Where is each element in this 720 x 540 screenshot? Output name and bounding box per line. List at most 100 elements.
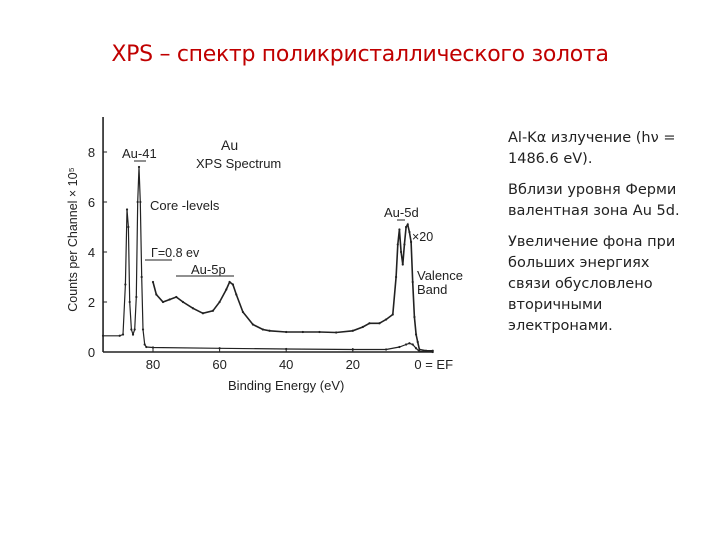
data-point: [398, 345, 401, 349]
data-point: [127, 225, 130, 229]
chart-title-line2: XPS Spectrum: [196, 156, 281, 171]
data-point: [361, 325, 364, 329]
label-au4f: Au-41: [122, 146, 157, 161]
data-point: [385, 348, 388, 351]
data-point: [414, 333, 418, 336]
data-point: [201, 312, 205, 315]
note-background: Увеличение фона при больших энергиях свя…: [508, 234, 676, 334]
slide-title: XPS – спектр поликристаллического золота: [111, 42, 609, 67]
data-point: [285, 347, 288, 351]
x-tick-label: 20: [346, 357, 360, 372]
data-point: [399, 250, 403, 254]
data-point: [145, 345, 148, 349]
data-point: [404, 225, 408, 229]
data-point: [378, 322, 381, 325]
data-point: [130, 328, 133, 331]
data-point: [408, 230, 411, 234]
data-point: [101, 334, 105, 337]
x-tick-label: 80: [146, 357, 160, 372]
data-point: [128, 300, 131, 304]
data-point: [218, 300, 221, 304]
data-point: [141, 328, 145, 331]
data-point: [394, 275, 398, 279]
data-point: [411, 343, 414, 346]
data-point: [135, 295, 138, 299]
data-point: [418, 350, 421, 353]
label-x20: ×20: [412, 230, 433, 244]
label-au5p: Au-5p: [191, 262, 226, 277]
data-point: [261, 328, 264, 331]
axes: 80 60 40 20 0 = EF 0 2 4 6 8 Binding Energy (eV) Co…: [66, 117, 453, 393]
label-band: Band: [417, 282, 447, 297]
data-point: [175, 295, 178, 299]
data-point: [228, 280, 231, 284]
series-x20-curve: [152, 222, 433, 352]
data-point: [416, 340, 419, 344]
data-point: [139, 200, 142, 204]
data-point: [335, 331, 338, 334]
data-point: [418, 348, 421, 351]
data-point: [411, 280, 414, 284]
label-valence: Valence: [417, 268, 463, 283]
data-point: [285, 330, 288, 334]
data-point: [424, 349, 428, 352]
data-point: [124, 283, 127, 286]
data-point: [140, 275, 143, 279]
data-point: [131, 333, 135, 336]
data-point: [406, 223, 409, 226]
note-excitation: Al-Kα излучение (hν = 1486.6 eV).: [508, 130, 676, 167]
data-point: [398, 228, 401, 231]
x-tick-label: 0 = EF: [414, 357, 453, 372]
data-point: [191, 307, 195, 310]
data-point: [318, 330, 321, 334]
data-point: [368, 322, 371, 325]
annotations: Au XPS Spectrum Au-41 Core -levels Γ=0.8 ev A…: [122, 137, 463, 297]
data-point: [431, 349, 434, 352]
data-point: [118, 334, 121, 337]
data-point: [168, 298, 171, 301]
data-point: [301, 330, 304, 334]
data-point: [151, 280, 155, 284]
data-point: [143, 343, 146, 346]
data-point: [414, 347, 418, 350]
data-point: [396, 243, 399, 246]
data-point: [211, 309, 215, 312]
y-tick-label: 6: [88, 195, 95, 210]
data-point: [235, 293, 238, 296]
data-point: [241, 310, 245, 314]
data-point: [155, 293, 158, 296]
data-point: [351, 348, 354, 351]
curves: [101, 165, 434, 354]
y-tick-label: 2: [88, 295, 95, 310]
data-point: [385, 318, 388, 321]
y-tick-label: 0: [88, 345, 95, 360]
y-tick-label: 8: [88, 145, 95, 160]
data-point: [351, 329, 354, 332]
data-point: [218, 347, 221, 350]
data-point: [404, 343, 408, 346]
data-point: [401, 263, 404, 266]
data-point: [125, 208, 129, 211]
label-au5d: Au-5d: [384, 205, 419, 220]
x-tick-label: 60: [212, 357, 226, 372]
data-point: [121, 333, 125, 336]
slide-notes: Al-Kα излучение (hν = 1486.6 eV). Вблизи…: [508, 128, 688, 347]
data-point: [408, 342, 411, 345]
note-valence-band: Вблизи уровня Ферми валентная зона Au 5d…: [508, 182, 680, 219]
data-point: [137, 165, 141, 169]
label-gamma: Γ=0.8 ev: [151, 246, 200, 260]
x-axis-label: Binding Energy (eV): [228, 378, 344, 393]
data-point: [409, 240, 413, 244]
label-core-levels: Core -levels: [150, 198, 220, 213]
data-point: [391, 313, 394, 316]
data-point: [133, 328, 136, 331]
y-axis-label: Counts per Channel × 10⁵: [66, 167, 80, 312]
y-tick-label: 4: [88, 245, 95, 260]
data-point: [413, 315, 416, 319]
data-point: [403, 243, 406, 246]
x-tick-label: 40: [279, 357, 293, 372]
data-point: [225, 288, 228, 291]
data-point: [181, 300, 185, 304]
data-point: [136, 200, 139, 204]
